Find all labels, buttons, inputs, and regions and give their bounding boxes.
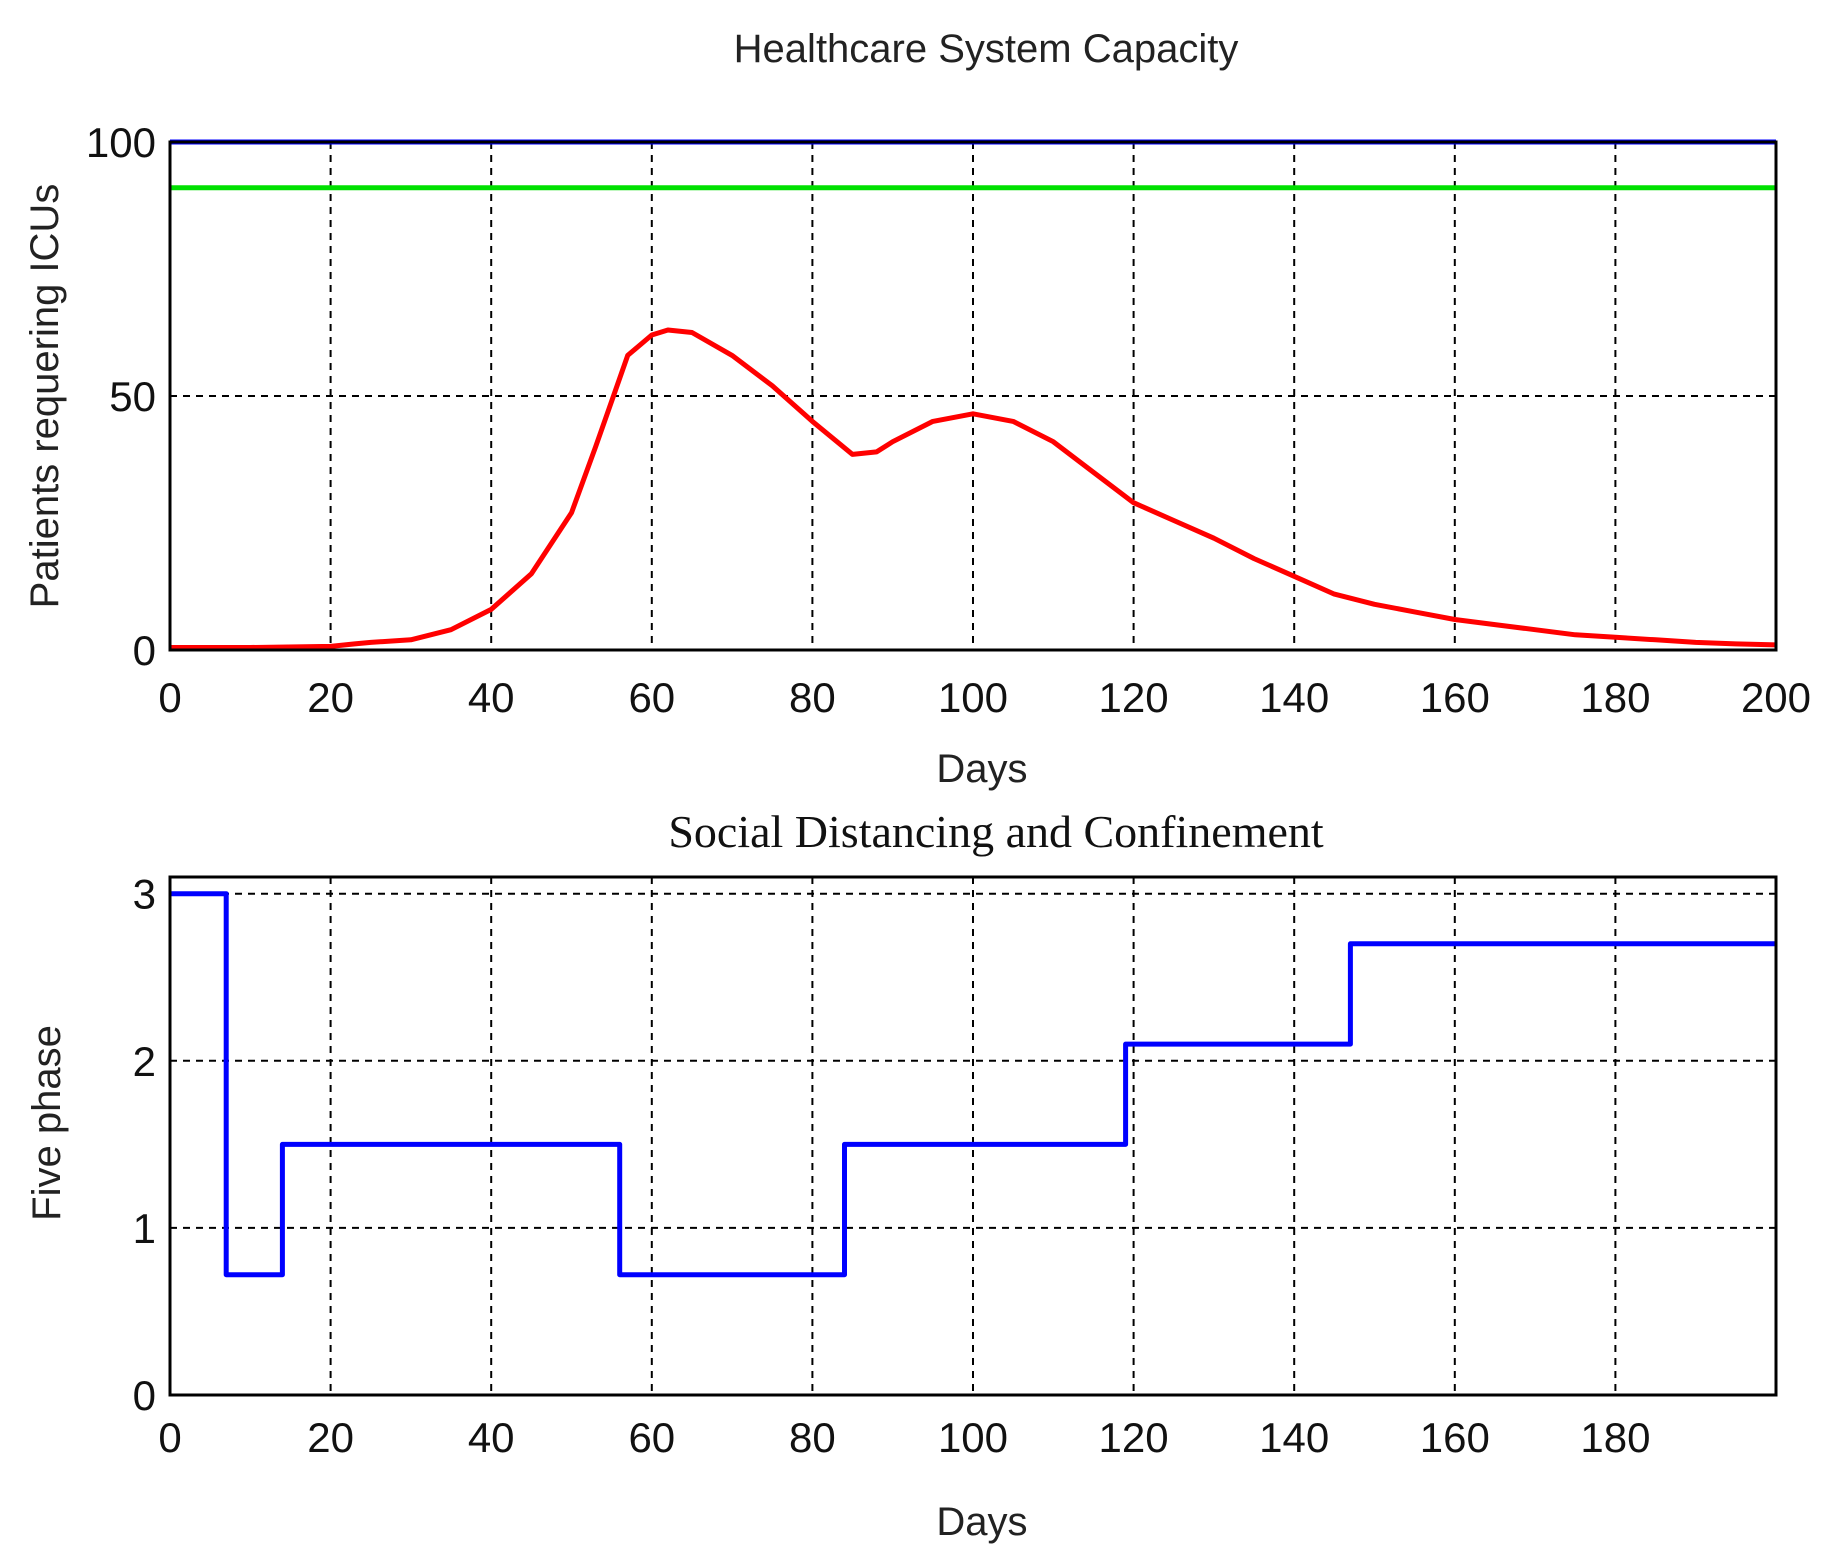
healthcare-capacity-chart: Healthcare System Capacity 0 20 40 60 80 100 1… <box>23 27 1811 791</box>
x-tick-label: 200 <box>1741 674 1811 721</box>
y-axis-label: Five phase <box>25 1025 69 1221</box>
y-tick-label: 2 <box>133 1038 156 1085</box>
x-tick-label: 100 <box>938 674 1008 721</box>
x-tick-label: 0 <box>158 1414 181 1461</box>
grid <box>170 877 1776 1395</box>
x-tick-label: 180 <box>1580 674 1650 721</box>
x-tick-label: 60 <box>628 1414 675 1461</box>
x-tick-label: 20 <box>307 1414 354 1461</box>
x-tick-label: 0 <box>158 674 181 721</box>
y-tick-labels: 0 1 2 3 <box>133 871 156 1419</box>
x-tick-label: 160 <box>1420 674 1490 721</box>
x-tick-label: 60 <box>628 674 675 721</box>
x-tick-labels: 0 20 40 60 80 100 120 140 160 180 200 <box>158 674 1811 721</box>
plot-frame <box>168 140 1778 652</box>
x-tick-label: 140 <box>1259 1414 1329 1461</box>
y-axis-label: Patients requering ICUs <box>23 184 67 609</box>
series-line-2 <box>170 327 1777 650</box>
x-axis-label: Days <box>936 747 1027 791</box>
y-tick-labels: 0 50 100 <box>86 119 156 674</box>
x-tick-label: 100 <box>938 1414 1008 1461</box>
y-tick-label: 0 <box>133 1372 156 1419</box>
y-tick-label: 0 <box>133 627 156 674</box>
x-tick-label: 120 <box>1099 674 1169 721</box>
y-tick-label: 1 <box>133 1205 156 1252</box>
x-axis-label: Days <box>936 1500 1027 1544</box>
chart-title: Healthcare System Capacity <box>734 27 1239 71</box>
x-tick-label: 140 <box>1259 674 1329 721</box>
x-tick-label: 40 <box>468 1414 515 1461</box>
x-tick-labels: 0 20 40 60 80 100 120 140 160 180 <box>158 1414 1650 1461</box>
y-tick-label: 100 <box>86 119 156 166</box>
x-tick-label: 160 <box>1420 1414 1490 1461</box>
y-tick-label: 3 <box>133 871 156 918</box>
x-tick-label: 40 <box>468 674 515 721</box>
x-tick-label: 80 <box>789 674 836 721</box>
y-tick-label: 50 <box>109 373 156 420</box>
grid <box>170 142 1776 650</box>
x-tick-label: 180 <box>1580 1414 1650 1461</box>
social-distancing-chart: Social Distancing and Confinement 0 20 40 6… <box>25 806 1778 1544</box>
series-group <box>170 891 1776 1278</box>
chart-title: Social Distancing and Confinement <box>668 806 1324 857</box>
series-line-0 <box>170 891 1776 1278</box>
plot-area <box>170 877 1776 1395</box>
x-tick-label: 80 <box>789 1414 836 1461</box>
x-tick-label: 120 <box>1099 1414 1169 1461</box>
plot-frame <box>168 875 1778 1397</box>
x-tick-label: 20 <box>307 674 354 721</box>
